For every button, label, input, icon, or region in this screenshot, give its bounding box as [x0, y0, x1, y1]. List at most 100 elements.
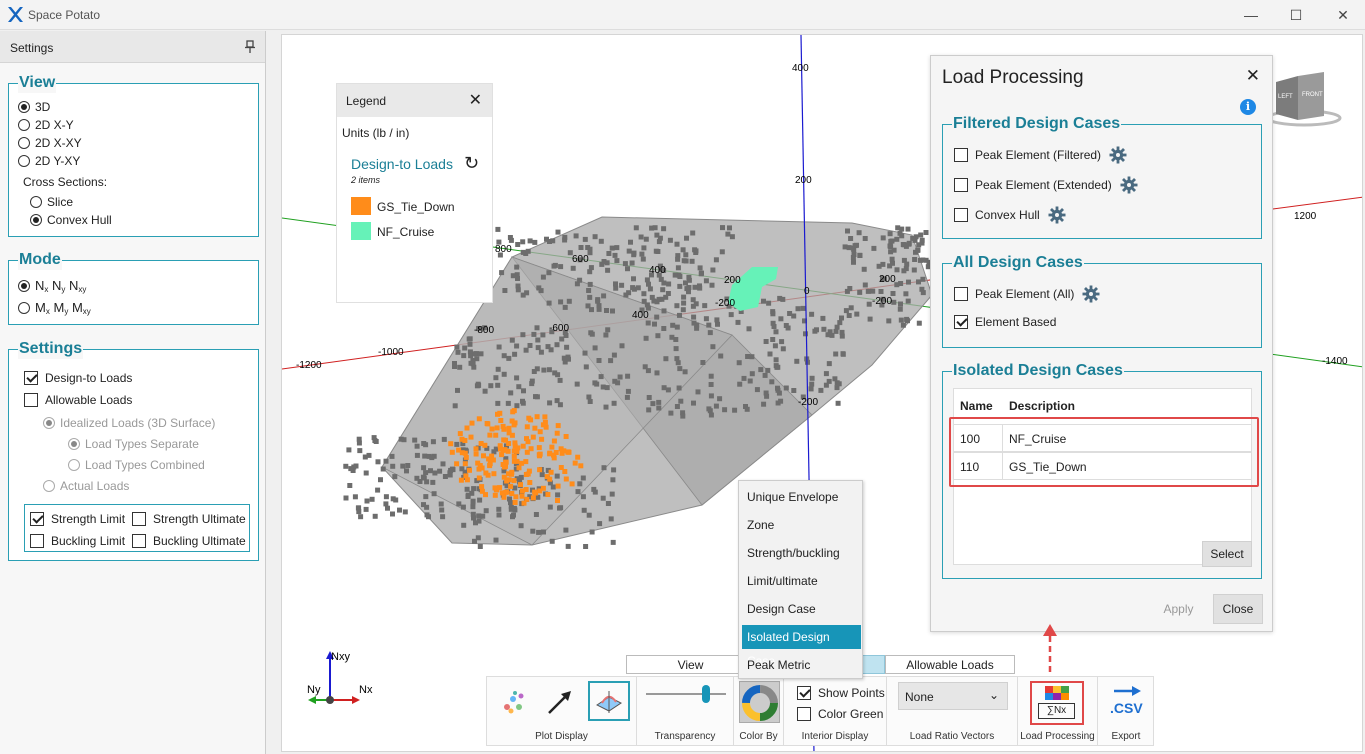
gear-icon[interactable]	[1082, 285, 1100, 303]
gray-point	[668, 410, 674, 416]
buckling-ultimate-checkbox[interactable]	[132, 534, 146, 548]
mode-option-n[interactable]: Nx Ny Nxy	[18, 278, 86, 294]
csv-icon[interactable]: .CSV	[1110, 700, 1143, 716]
orange-points	[448, 408, 584, 506]
radio-load-types-combined[interactable]	[68, 459, 80, 471]
info-icon[interactable]: i	[1240, 99, 1256, 115]
view-option-2d-x-xy[interactable]: 2D X-XY	[18, 136, 82, 150]
mode-m-label: Mx My Mxy	[35, 300, 91, 316]
radio-2d-y-xy[interactable]	[18, 155, 30, 167]
peak-element-filtered-checkbox[interactable]	[954, 148, 968, 162]
strength-ultimate-option[interactable]: Strength Ultimate	[132, 512, 246, 526]
select-button[interactable]: Select	[1202, 541, 1252, 567]
transparency-slider-thumb[interactable]	[702, 685, 711, 703]
gear-icon[interactable]	[1120, 176, 1138, 194]
element-based-option[interactable]: Element Based	[954, 315, 1056, 329]
design-to-loads-checkbox[interactable]	[24, 371, 38, 385]
export-arrow-icon[interactable]	[1112, 684, 1142, 698]
scatter-plot-icon[interactable]	[499, 687, 529, 717]
cross-section-slice[interactable]: Slice	[30, 195, 73, 209]
peak-element-filtered-option[interactable]: Peak Element (Filtered)	[954, 146, 1127, 164]
transparency-track[interactable]	[646, 693, 726, 695]
close-button[interactable]: Close	[1213, 594, 1263, 624]
allowable-loads-checkbox[interactable]	[24, 393, 38, 407]
vector-arrow-icon[interactable]	[545, 687, 575, 717]
radio-slice[interactable]	[30, 196, 42, 208]
tab-active-indicator[interactable]	[862, 655, 885, 674]
buckling-limit-checkbox[interactable]	[30, 534, 44, 548]
show-points-option[interactable]: Show Points	[797, 686, 885, 700]
buckling-limit-option[interactable]: Buckling Limit	[30, 534, 125, 548]
radio-idealized-loads[interactable]	[43, 417, 55, 429]
show-points-checkbox[interactable]	[797, 686, 811, 700]
mode-option-m[interactable]: Mx My Mxy	[18, 300, 91, 316]
refresh-icon[interactable]: ↻	[464, 153, 480, 173]
view-option-2d-x-y[interactable]: 2D X-Y	[18, 118, 74, 132]
color-green-option[interactable]: Color Green	[797, 707, 883, 721]
surface-plot-button[interactable]	[588, 681, 630, 721]
menu-item-zone[interactable]: Zone	[747, 518, 775, 532]
radio-3d[interactable]	[18, 101, 30, 113]
tab-allowable-loads[interactable]: Allowable Loads	[885, 655, 1015, 674]
strength-ultimate-checkbox[interactable]	[132, 512, 146, 526]
convex-hull-option[interactable]: Convex Hull	[954, 206, 1066, 224]
gear-icon[interactable]	[1109, 146, 1127, 164]
menu-item-strength-buckling[interactable]: Strength/buckling	[747, 546, 840, 560]
close-window-button[interactable]: ✕	[1337, 7, 1349, 23]
radio-load-types-separate[interactable]	[68, 438, 80, 450]
peak-element-all-checkbox[interactable]	[954, 287, 968, 301]
minimize-button[interactable]: —	[1244, 7, 1258, 23]
peak-element-extended-option[interactable]: Peak Element (Extended)	[954, 176, 1138, 194]
menu-item-limit-ultimate[interactable]: Limit/ultimate	[747, 574, 818, 588]
gray-point	[557, 402, 563, 408]
actual-loads-option[interactable]: Actual Loads	[43, 479, 129, 493]
gray-point	[592, 380, 598, 386]
convex-hull-checkbox[interactable]	[954, 208, 968, 222]
legend-title: Legend	[346, 94, 387, 108]
table-row[interactable]: 100 NF_Cruise	[954, 424, 1251, 452]
view-cube[interactable]: LEFT FRONT	[1268, 68, 1348, 128]
view-option-2d-y-xy[interactable]: 2D Y-XY	[18, 154, 80, 168]
load-types-separate-option[interactable]: Load Types Separate	[68, 437, 199, 451]
buckling-ultimate-option[interactable]: Buckling Ultimate	[132, 534, 246, 548]
axis-label: -1200	[296, 360, 322, 371]
peak-element-extended-checkbox[interactable]	[954, 178, 968, 192]
strength-limit-checkbox[interactable]	[30, 512, 44, 526]
radio-actual-loads[interactable]	[43, 480, 55, 492]
orange-point	[528, 446, 534, 452]
view-option-3d[interactable]: 3D	[18, 100, 50, 114]
menu-item-unique-envelope[interactable]: Unique Envelope	[747, 490, 839, 504]
peak-element-all-option[interactable]: Peak Element (All)	[954, 285, 1100, 303]
allowable-loads-option[interactable]: Allowable Loads	[24, 393, 132, 407]
idealized-loads-option[interactable]: Idealized Loads (3D Surface)	[43, 416, 215, 430]
load-ratio-select[interactable]: None ⌄	[898, 682, 1008, 710]
element-based-checkbox[interactable]	[954, 315, 968, 329]
radio-2d-x-y[interactable]	[18, 119, 30, 131]
strength-limit-option[interactable]: Strength Limit	[30, 512, 125, 526]
design-to-loads-option[interactable]: Design-to Loads	[24, 371, 132, 385]
gray-point	[713, 403, 719, 409]
3d-scene[interactable]: 400 200 0 -200 -800 -1000 -1200 800 600 …	[282, 35, 1363, 752]
radio-mode-n[interactable]	[18, 280, 30, 292]
gear-icon[interactable]	[1048, 206, 1066, 224]
column-header-name: Name	[960, 399, 993, 413]
load-types-combined-option[interactable]: Load Types Combined	[68, 458, 205, 472]
cross-section-convex-hull[interactable]: Convex Hull	[30, 213, 112, 227]
menu-item-design-case[interactable]: Design Case	[747, 602, 816, 616]
dialog-close-icon[interactable]: ✕	[1245, 66, 1260, 85]
radio-convex-hull[interactable]	[30, 214, 42, 226]
maximize-button[interactable]: ☐	[1289, 7, 1303, 23]
radio-2d-x-xy[interactable]	[18, 137, 30, 149]
radio-mode-m[interactable]	[18, 302, 30, 314]
tab-view[interactable]: View	[626, 655, 755, 674]
color-by-button[interactable]	[739, 681, 780, 723]
table-row[interactable]: 110 GS_Tie_Down	[954, 452, 1251, 480]
apply-button[interactable]: Apply	[1163, 602, 1194, 616]
load-processing-button[interactable]: ∑Nx	[1030, 681, 1084, 725]
legend-close-icon[interactable]: ✕	[468, 92, 482, 109]
gray-point	[460, 447, 466, 453]
menu-item-peak-metric[interactable]: Peak Metric	[747, 658, 811, 672]
pin-icon[interactable]	[245, 40, 255, 54]
color-green-checkbox[interactable]	[797, 707, 811, 721]
menu-item-isolated-design-case[interactable]: Isolated Design Case	[742, 625, 861, 668]
